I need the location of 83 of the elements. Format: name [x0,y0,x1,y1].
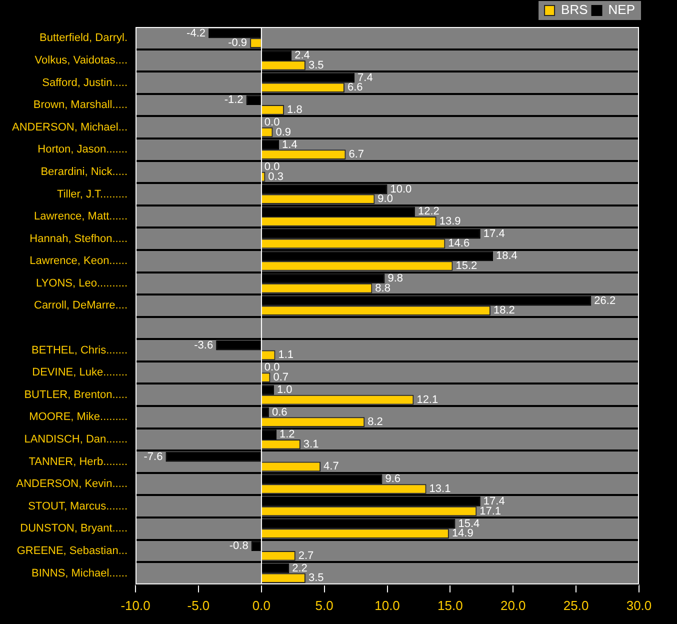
data-label: 14.6 [448,238,470,250]
data-label: 8.2 [368,416,383,428]
data-label: 0.9 [276,126,292,138]
data-label: 9.0 [378,193,393,206]
y-tick-label: ANDERSON, Michael... [12,121,128,134]
y-tick-label: BUTLER, Brenton..... [24,388,128,401]
y-tick-label: DUNSTON, Bryant..... [20,522,128,535]
data-label: 1.1 [278,349,294,362]
y-tick-label: TANNER, Herb........ [28,456,128,468]
data-label: 1.2 [280,428,295,441]
data-label: 18.2 [493,304,515,317]
data-label: 1.0 [276,384,292,396]
data-label: 12.1 [416,394,438,406]
x-tick-label: 0.0 [252,598,270,613]
data-label: 6.6 [347,82,363,94]
data-label: -4.2 [186,27,206,40]
y-tick-label: Lawrence, Keon...... [30,255,128,268]
y-tick-label: LYONS, Leo.......... [36,277,128,290]
data-label: 8.8 [375,282,390,294]
data-label: 17.4 [483,228,505,240]
y-tick-label: BINNS, Michael...... [32,567,128,580]
x-tick-label: 10.0 [374,598,400,613]
data-label: 15.2 [456,260,478,272]
data-label: 10.0 [390,183,412,196]
data-label: 0.0 [264,362,280,374]
data-label: 0.0 [264,161,280,174]
data-label: -7.6 [144,450,163,463]
data-label: 2.4 [294,50,310,62]
data-label: 1.4 [282,138,298,151]
y-tick-label: Brown, Marshall..... [33,99,128,112]
y-tick-label: Lawrence, Matt...... [34,210,128,223]
data-label: 3.5 [308,572,324,584]
y-tick-label: DEVINE, Luke........ [32,366,128,379]
y-tick-label: BETHEL, Chris....... [32,344,128,356]
data-label: 9.8 [388,272,404,285]
x-tick-label: 30.0 [626,598,652,613]
data-label: 18.4 [496,250,518,262]
x-tick-label: 5.0 [315,598,334,613]
y-tick-label: Berardini, Nick..... [40,166,128,178]
data-label: 13.1 [429,483,451,496]
y-tick-label: Horton, Jason....... [38,144,128,156]
data-label: 6.7 [348,148,364,161]
y-tick-label: Carroll, DeMarre.... [34,300,128,312]
x-tick-label: 20.0 [500,598,526,613]
y-tick-label: Volkus, Vaidotas.... [34,54,128,66]
data-label: -0.9 [228,37,248,50]
data-label: 13.9 [439,215,461,228]
data-label: 7.4 [358,72,373,84]
data-label: 4.7 [324,460,339,473]
x-tick-label: -5.0 [187,598,210,613]
data-label: 0.6 [272,406,288,418]
data-label: 2.7 [298,550,314,562]
legend-label: NEP [608,2,636,18]
data-label: -1.2 [224,94,244,106]
data-label: 0.0 [264,116,280,128]
data-label: 17.4 [483,495,505,508]
x-tick-label: 15.0 [438,598,463,613]
data-label: -3.6 [194,339,214,352]
data-label: 9.6 [385,473,401,486]
y-tick-label: Hannah, Stefhon..... [30,232,128,245]
y-tick-label: LANDISCH, Dan....... [24,434,128,446]
data-label: 0.7 [273,372,289,384]
y-tick-label: Tiller, J.T......... [57,188,128,200]
x-tick-label: 25.0 [563,598,589,613]
y-tick-label: MOORE, Mike......... [29,411,128,424]
data-label: 17.1 [480,505,502,518]
data-label: 3.1 [303,438,319,450]
data-label: 14.9 [452,528,474,540]
data-label: 1.8 [287,104,302,116]
data-label: -0.8 [229,540,248,552]
data-label: 3.5 [308,59,324,72]
data-label: 15.4 [458,518,480,530]
data-label: 2.2 [292,562,308,574]
y-tick-label: STOUT, Marcus....... [28,500,128,512]
data-label: 0.3 [268,170,284,183]
x-tick-label: -10.0 [120,598,150,613]
y-tick-label: ANDERSON, Kevin..... [16,478,128,490]
data-label: 26.2 [594,294,616,307]
y-tick-label: GREENE, Sebastian... [16,544,128,557]
y-tick-label: Butterfield, Darryl. [39,32,128,44]
y-tick-label: Safford, Justin..... [42,76,128,89]
legend-label: BRS [561,2,588,18]
data-label: 12.2 [418,206,440,218]
